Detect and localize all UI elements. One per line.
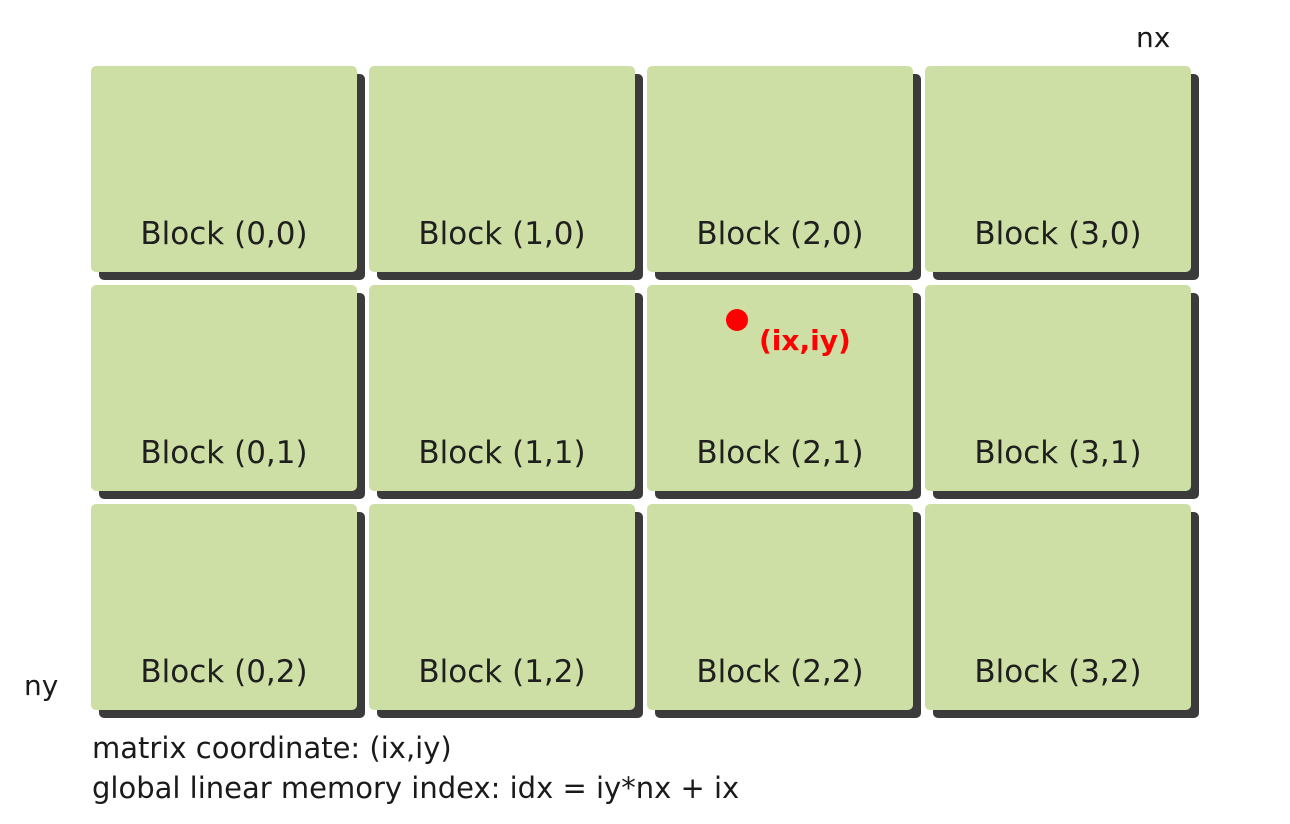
block-label: Block (1,1) [418,435,586,471]
block-0-1: Block (0,1) [91,285,357,491]
linear-index-caption: global linear memory index: idx = iy*nx … [92,771,740,805]
block-label: Block (3,0) [974,216,1142,252]
block-1-0: Block (1,0) [369,66,635,272]
block-1-2: Block (1,2) [369,504,635,710]
block-3-2: Block (3,2) [925,504,1191,710]
block-0-2: Block (0,2) [91,504,357,710]
block-1-1: Block (1,1) [369,285,635,491]
matrix-coordinate-caption: matrix coordinate: (ix,iy) [92,731,452,765]
block-label: Block (1,2) [418,654,586,690]
block-0-0: Block (0,0) [91,66,357,272]
block-label: Block (3,1) [974,435,1142,471]
thread-coordinate-label: (ix,iy) [759,324,851,357]
block-label: Block (2,2) [696,654,864,690]
block-2-0: Block (2,0) [647,66,913,272]
block-2-2: Block (2,2) [647,504,913,710]
nx-axis-label: nx [1136,21,1171,54]
block-label: Block (2,1) [696,435,864,471]
block-3-0: Block (3,0) [925,66,1191,272]
block-label: Block (0,0) [140,216,308,252]
block-label: Block (2,0) [696,216,864,252]
block-label: Block (0,1) [140,435,308,471]
block-label: Block (3,2) [974,654,1142,690]
block-label: Block (0,2) [140,654,308,690]
block-3-1: Block (3,1) [925,285,1191,491]
thread-marker-dot [726,309,748,331]
block-label: Block (1,0) [418,216,586,252]
ny-axis-label: ny [24,669,59,702]
block-2-1: Block (2,1) [647,285,913,491]
